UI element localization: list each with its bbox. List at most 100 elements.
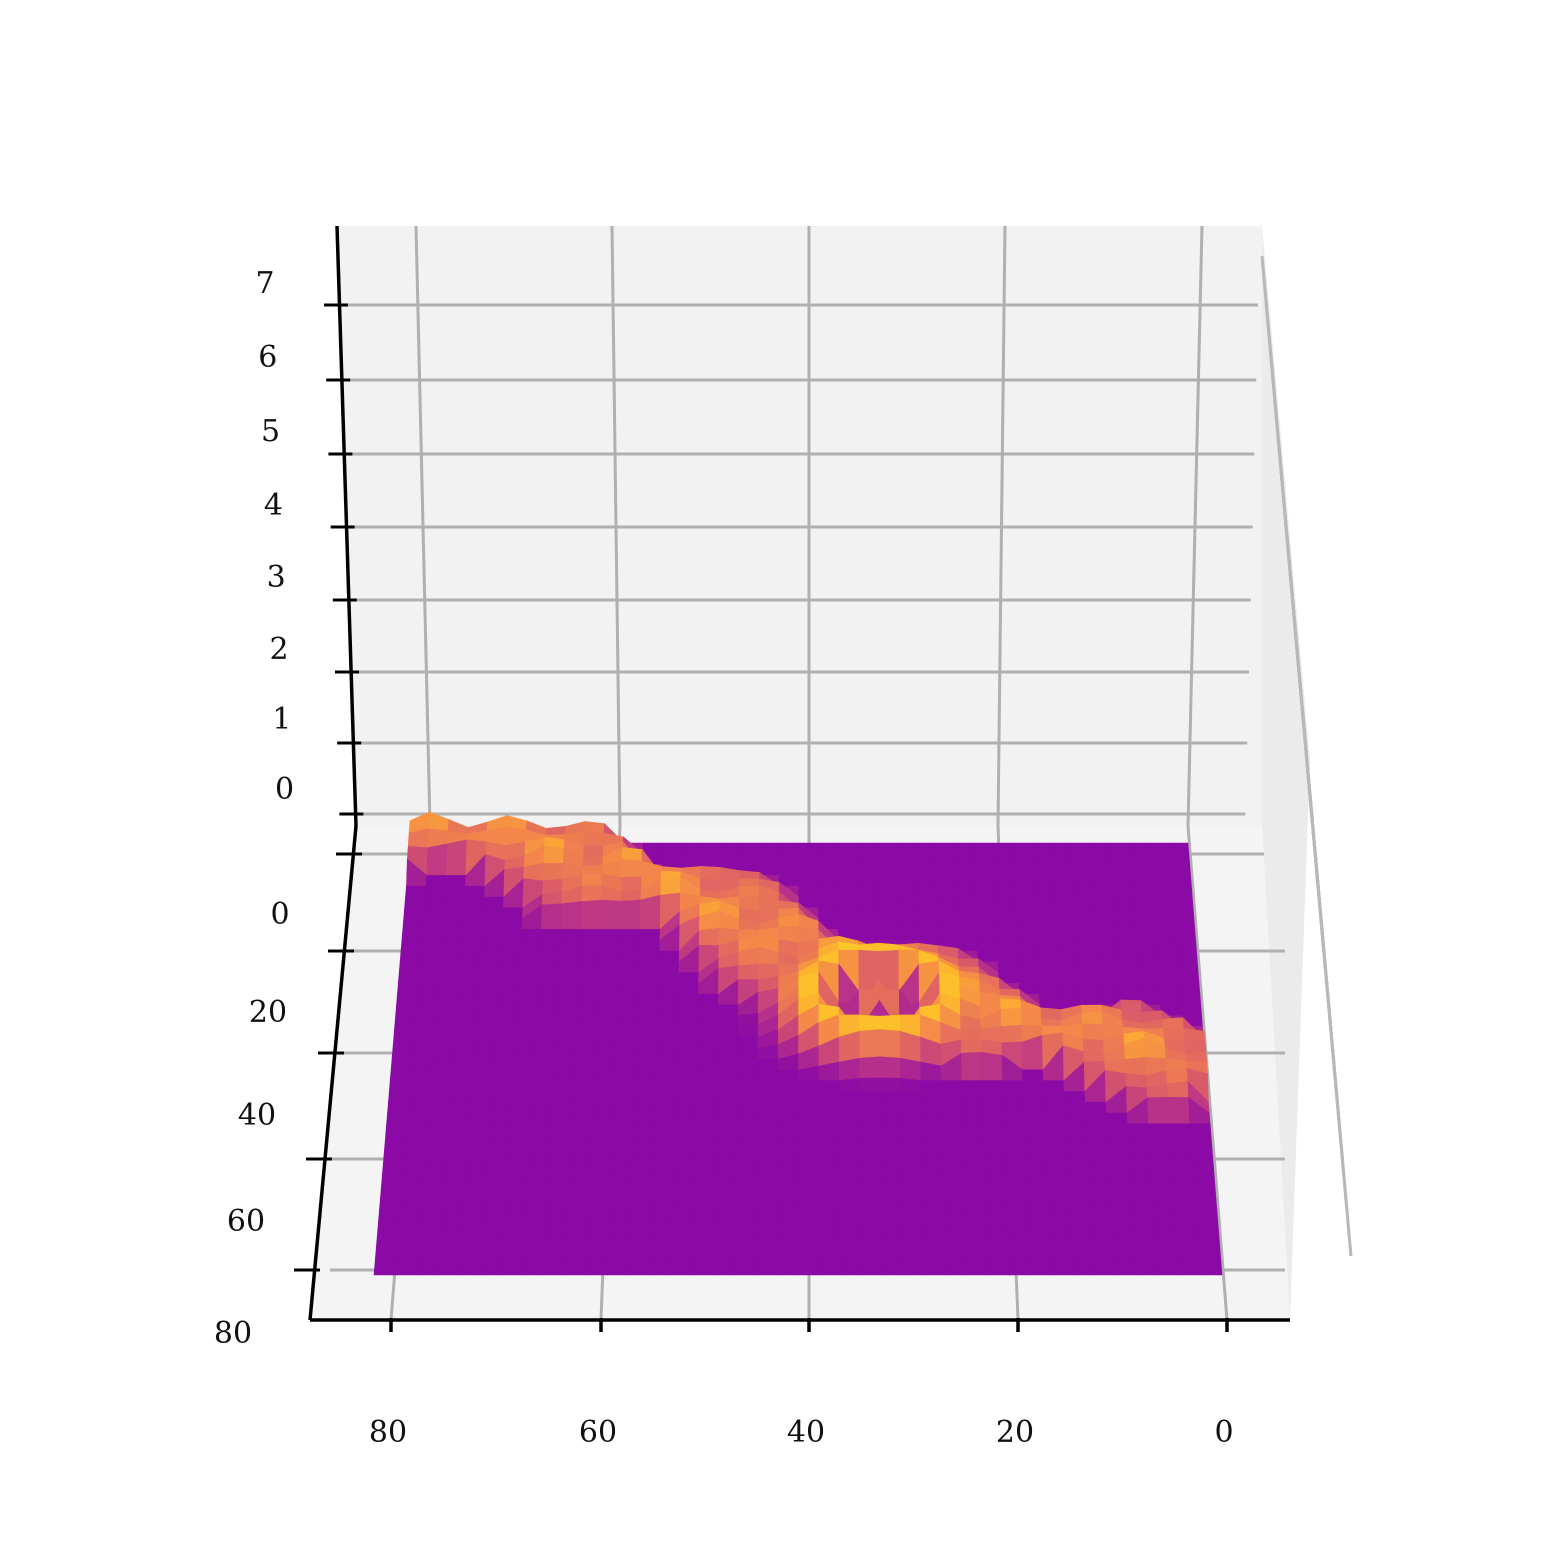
surface-cell (1192, 1166, 1215, 1179)
surface-cell (394, 1015, 417, 1027)
surface-cell (504, 1199, 527, 1211)
surface-cell (407, 1101, 430, 1114)
surface-cell (546, 1199, 569, 1211)
surface-cell (963, 1134, 985, 1146)
surface-cell (1132, 885, 1154, 898)
surface-cell (423, 1166, 446, 1179)
surface-cell (1088, 1166, 1111, 1179)
surface-cell (1174, 929, 1196, 941)
surface-cell (408, 1091, 431, 1103)
surface-cell (1170, 1145, 1193, 1157)
surface-cell (397, 983, 419, 995)
surface-cell (429, 1080, 452, 1092)
surface-cell (526, 1177, 549, 1189)
surface-cell (880, 1166, 903, 1179)
surface-cell (965, 1231, 989, 1243)
surface-cell (818, 1242, 841, 1254)
surface-cell (1180, 1004, 1202, 1017)
surface-cell (538, 972, 560, 984)
surface-cell (555, 1026, 577, 1038)
surface-cell (438, 961, 461, 973)
surface-cell (1015, 918, 1037, 930)
surface-cell (1169, 853, 1191, 865)
z-tick-label: 5 (261, 414, 280, 449)
surface-cell (1007, 1220, 1030, 1233)
surface-cell (692, 1231, 715, 1243)
surface-cell (652, 1166, 674, 1179)
surface-cell (1151, 1177, 1174, 1189)
surface-cell (376, 1231, 399, 1243)
surface-cell (525, 1209, 548, 1222)
surface-cell (509, 1112, 532, 1125)
surface-cell (410, 1069, 433, 1081)
surface-cell (576, 1004, 598, 1017)
surface-cell (1056, 939, 1078, 952)
surface-cell (735, 1199, 757, 1211)
surface-cell (924, 1263, 947, 1276)
surface-cell (797, 1166, 820, 1179)
surface-cell (944, 1199, 966, 1211)
surface-cell (1030, 1263, 1053, 1276)
surface-cell (656, 1015, 679, 1027)
surface-cell (1135, 939, 1158, 952)
surface-cell (597, 983, 619, 995)
surface-cell (759, 864, 780, 876)
y-tick-label: 80 (214, 1316, 252, 1351)
surface-cell (839, 1166, 861, 1179)
surface-cell (1066, 1134, 1089, 1146)
surface-cell (956, 918, 978, 930)
surface-cell (1004, 1145, 1027, 1157)
surface-cell (657, 983, 679, 995)
surface-cell (700, 853, 722, 865)
surface-cell (1118, 983, 1141, 995)
surface-cell (425, 1134, 448, 1146)
surface-cell (857, 929, 879, 941)
surface-cell (880, 1145, 903, 1157)
surface-cell (383, 1145, 406, 1157)
surface-cell (567, 1209, 590, 1222)
surface-cell (1157, 972, 1180, 984)
surface-cell (419, 1220, 442, 1233)
surface-cell (594, 1069, 616, 1081)
surface-cell (924, 1253, 947, 1265)
z-tick-label: 1 (272, 702, 291, 737)
surface-cell (984, 1145, 1006, 1157)
surface-cell (715, 1101, 738, 1114)
surface-cell (548, 1155, 571, 1168)
surface-cell (994, 875, 1016, 887)
surface-cell (881, 1231, 904, 1243)
surface-cell (472, 1058, 494, 1071)
surface-cell (556, 1004, 578, 1017)
surface-cell (955, 875, 976, 887)
surface-cell (716, 1047, 738, 1060)
surface-cell (1002, 1080, 1024, 1092)
surface-cell (1023, 1091, 1045, 1103)
surface-cell (882, 1263, 905, 1276)
surface-cell (674, 1123, 696, 1135)
surface-cell (1190, 1145, 1213, 1157)
surface-cell (818, 1155, 841, 1168)
surface-cell (469, 1101, 492, 1114)
surface-cell (522, 1253, 546, 1265)
surface-cell (1089, 1177, 1112, 1189)
surface-cell (717, 1004, 739, 1017)
surface-cell (530, 1112, 553, 1125)
surface-cell (447, 1123, 470, 1135)
surface-cell (440, 939, 462, 952)
surface-cell (564, 1263, 587, 1276)
surface-cell (557, 993, 579, 1006)
surface-cell (920, 1080, 942, 1092)
surface-cell (573, 1080, 595, 1092)
surface-cell (734, 1253, 757, 1265)
surface-cell (956, 929, 978, 941)
surface-cell (977, 939, 998, 952)
surface-cell (1077, 961, 1099, 973)
surface-cell (1112, 1220, 1135, 1233)
surface-cell (1193, 1177, 1216, 1189)
surface-cell (916, 907, 938, 919)
surface-cell (654, 1091, 676, 1103)
surface-cell (1033, 864, 1054, 876)
surface-cell (996, 918, 1017, 930)
surface-cell (901, 1166, 924, 1179)
surface-cell (621, 859, 643, 878)
